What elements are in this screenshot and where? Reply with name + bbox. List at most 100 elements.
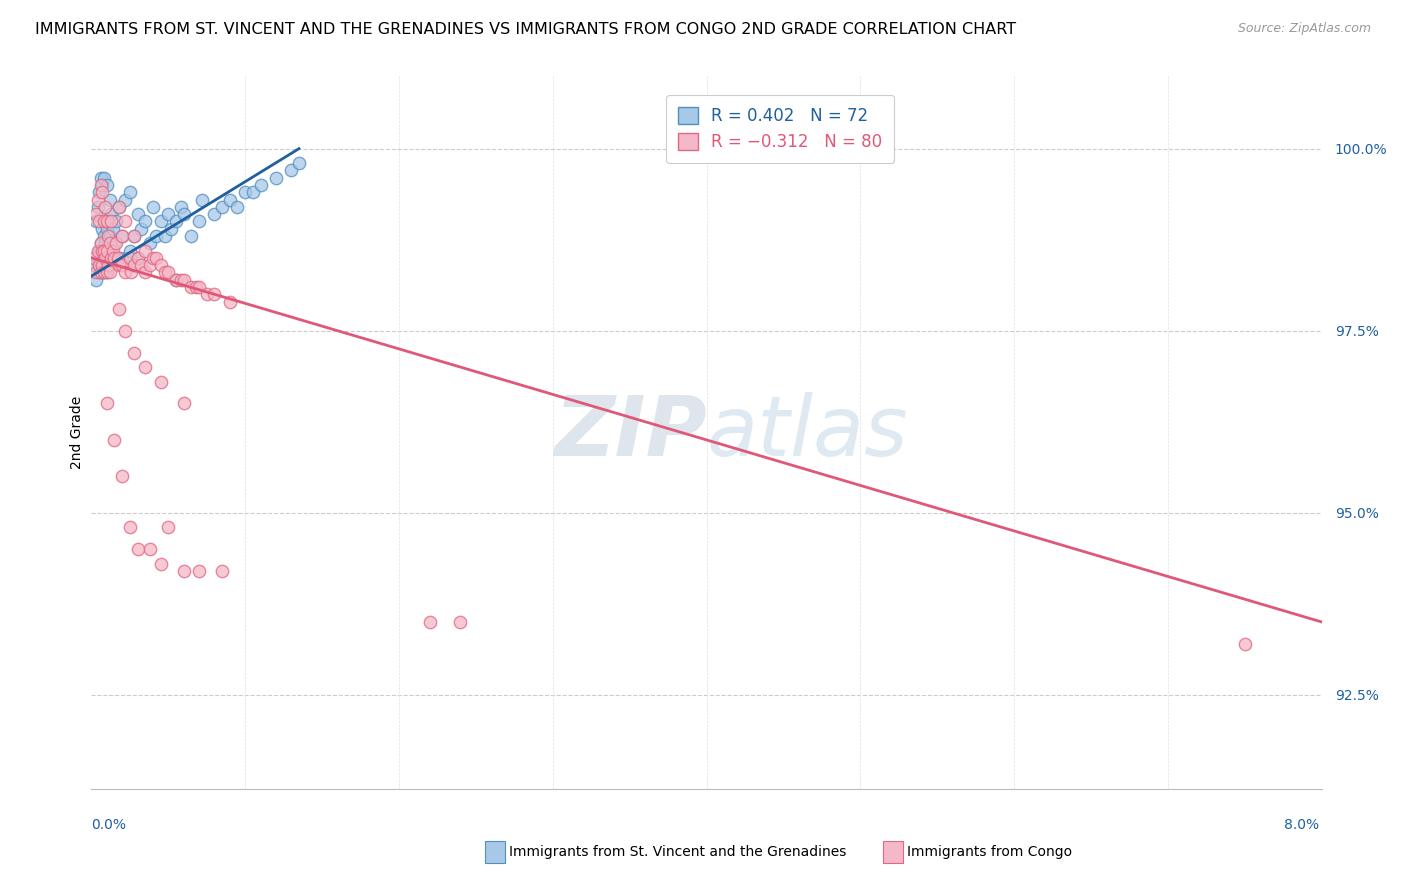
- Point: [96, 265, 118, 279]
- Point: [100, 251, 122, 265]
- Point: [93, 214, 115, 228]
- Point: [202, 287, 225, 301]
- Point: [149, 557, 172, 571]
- Point: [145, 251, 167, 265]
- Point: [101, 244, 124, 258]
- Point: [111, 229, 134, 244]
- Point: [93, 265, 115, 279]
- Point: [84, 214, 107, 228]
- Point: [103, 433, 125, 447]
- Text: 0.0%: 0.0%: [91, 818, 127, 832]
- Point: [111, 229, 134, 244]
- Point: [264, 170, 287, 185]
- Point: [96, 214, 118, 228]
- Point: [157, 520, 180, 534]
- Point: [87, 186, 110, 200]
- Point: [91, 186, 114, 200]
- Point: [139, 258, 162, 272]
- Point: [124, 258, 146, 272]
- Point: [169, 273, 191, 287]
- Point: [90, 178, 112, 192]
- Point: [145, 229, 167, 244]
- Point: [165, 273, 187, 287]
- Point: [218, 294, 240, 309]
- Point: [134, 244, 156, 258]
- Text: Source: ZipAtlas.com: Source: ZipAtlas.com: [1237, 22, 1371, 36]
- Point: [94, 258, 117, 272]
- Text: Immigrants from St. Vincent and the Grenadines: Immigrants from St. Vincent and the Gren…: [509, 845, 846, 859]
- Point: [211, 200, 233, 214]
- Point: [91, 221, 114, 235]
- Point: [173, 207, 195, 221]
- Point: [124, 345, 146, 359]
- Point: [98, 193, 121, 207]
- Point: [98, 265, 121, 279]
- Point: [100, 214, 122, 228]
- Point: [96, 178, 118, 192]
- Text: IMMIGRANTS FROM ST. VINCENT AND THE GRENADINES VS IMMIGRANTS FROM CONGO 2ND GRAD: IMMIGRANTS FROM ST. VINCENT AND THE GREN…: [35, 22, 1017, 37]
- Point: [100, 207, 122, 221]
- Point: [91, 244, 114, 258]
- Point: [86, 244, 108, 258]
- Point: [86, 251, 108, 265]
- Point: [127, 251, 149, 265]
- Point: [129, 258, 152, 272]
- Point: [97, 251, 120, 265]
- Point: [101, 221, 124, 235]
- Point: [142, 251, 165, 265]
- Point: [114, 265, 136, 279]
- Point: [242, 186, 264, 200]
- Point: [188, 280, 211, 294]
- Point: [93, 265, 115, 279]
- Point: [84, 273, 107, 287]
- Point: [180, 280, 202, 294]
- Point: [93, 229, 115, 244]
- Point: [87, 214, 110, 228]
- Point: [149, 258, 172, 272]
- Point: [91, 178, 114, 192]
- Point: [129, 221, 152, 235]
- Point: [111, 258, 134, 272]
- Point: [134, 265, 156, 279]
- Point: [108, 200, 131, 214]
- Point: [226, 200, 249, 214]
- Point: [139, 236, 162, 251]
- Point: [184, 280, 207, 294]
- Point: [134, 214, 156, 228]
- Point: [280, 163, 302, 178]
- Point: [165, 273, 187, 287]
- Point: [90, 258, 112, 272]
- Point: [103, 236, 125, 251]
- Point: [120, 265, 142, 279]
- Point: [114, 324, 136, 338]
- Point: [97, 229, 120, 244]
- Point: [114, 214, 136, 228]
- Point: [108, 251, 131, 265]
- Point: [91, 244, 114, 258]
- Point: [153, 265, 177, 279]
- Point: [100, 244, 122, 258]
- Point: [249, 178, 271, 192]
- Legend: R = 0.402   N = 72, R = −0.312   N = 80: R = 0.402 N = 72, R = −0.312 N = 80: [666, 95, 894, 163]
- Point: [202, 207, 225, 221]
- Point: [96, 244, 118, 258]
- Point: [118, 186, 141, 200]
- Point: [173, 273, 195, 287]
- Point: [94, 251, 117, 265]
- Point: [111, 469, 134, 483]
- Point: [419, 615, 441, 629]
- Point: [98, 236, 121, 251]
- Point: [86, 200, 108, 214]
- Point: [127, 542, 149, 557]
- Point: [93, 251, 115, 265]
- Point: [118, 520, 141, 534]
- Point: [139, 542, 162, 557]
- Point: [118, 244, 141, 258]
- Point: [98, 229, 121, 244]
- Point: [90, 236, 112, 251]
- Point: [96, 244, 118, 258]
- Point: [91, 258, 114, 272]
- Point: [233, 186, 256, 200]
- Point: [142, 200, 165, 214]
- Point: [90, 236, 112, 251]
